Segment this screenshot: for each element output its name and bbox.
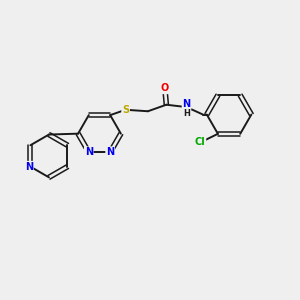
Text: N: N [106, 147, 114, 157]
Text: H: H [183, 109, 190, 118]
Text: S: S [122, 105, 129, 115]
Text: N: N [25, 162, 33, 172]
Text: N: N [85, 147, 93, 157]
Text: N: N [182, 99, 190, 109]
Text: O: O [161, 83, 169, 93]
Text: Cl: Cl [195, 137, 206, 147]
